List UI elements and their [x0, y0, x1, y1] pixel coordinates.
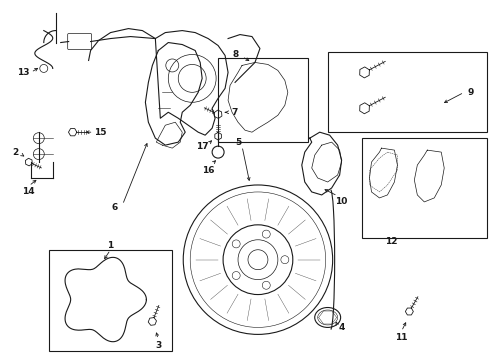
Text: 11: 11 — [395, 333, 408, 342]
Text: 13: 13 — [17, 68, 29, 77]
Text: 2: 2 — [12, 148, 18, 157]
Text: 4: 4 — [339, 323, 345, 332]
Text: 9: 9 — [468, 88, 474, 97]
Bar — [218, 58, 308, 142]
Text: 12: 12 — [385, 237, 398, 246]
Text: 15: 15 — [94, 128, 107, 137]
Text: 10: 10 — [336, 197, 348, 206]
Text: 5: 5 — [235, 138, 241, 147]
Bar — [49, 250, 172, 351]
Text: 8: 8 — [233, 50, 239, 59]
Text: 7: 7 — [232, 108, 238, 117]
Text: 17: 17 — [196, 141, 208, 150]
Text: 16: 16 — [202, 166, 215, 175]
Text: 6: 6 — [111, 203, 118, 212]
Bar — [328, 53, 487, 132]
Bar — [362, 138, 487, 238]
Text: 1: 1 — [107, 241, 114, 250]
Text: 14: 14 — [23, 188, 35, 197]
Text: 3: 3 — [155, 341, 162, 350]
